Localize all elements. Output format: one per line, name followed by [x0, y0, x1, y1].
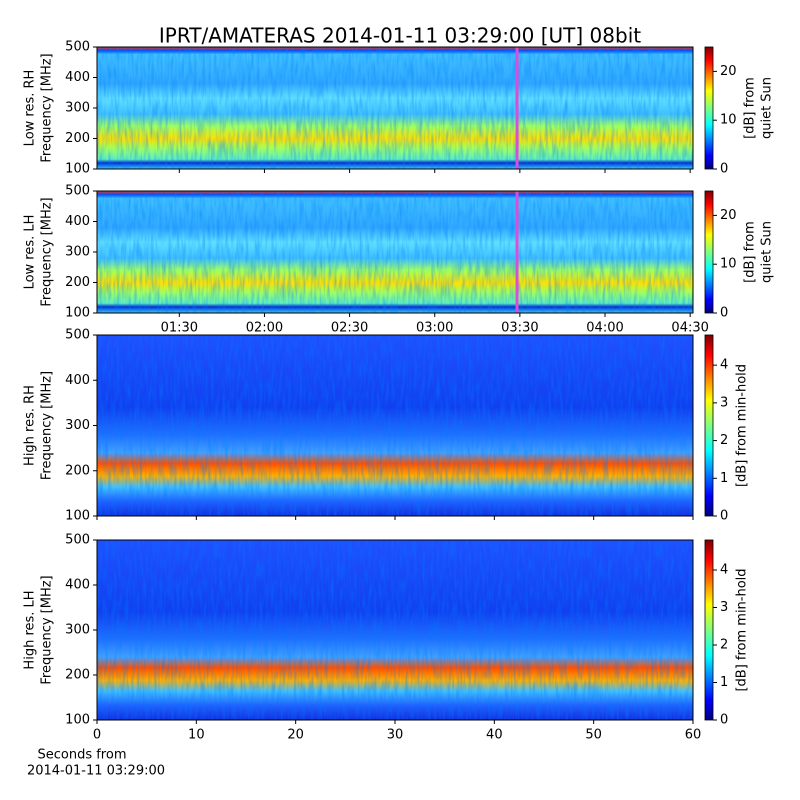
y-axis-label: Low res. LH — [23, 215, 38, 290]
x-tick-label: 30 — [387, 728, 404, 743]
colorbar-tick-label: 0 — [720, 162, 728, 177]
x-axis-label: Seconds from — [37, 748, 126, 763]
x-tick-label: 20 — [287, 728, 304, 743]
colorbar-tick-label: 2 — [720, 433, 728, 448]
y-tick-label: 200 — [65, 275, 90, 290]
x-tick-label: 0 — [93, 728, 101, 743]
colorbar-tick-label: 3 — [720, 600, 728, 615]
colorbar-tick-label: 3 — [720, 395, 728, 410]
y-tick-label: 400 — [65, 70, 90, 85]
colorbar-label: [dB] from — [743, 77, 758, 139]
x-tick-label: 03:30 — [501, 321, 538, 336]
colorbar-label: quiet Sun — [760, 77, 775, 139]
colorbar-tick-label: 10 — [720, 257, 737, 272]
colorbar-tick-label: 0 — [720, 306, 728, 321]
colorbar-tick-label: 2 — [720, 638, 728, 653]
colorbar-tick-label: 20 — [720, 208, 737, 223]
colorbar-label: [dB] from min-hold — [735, 568, 750, 691]
y-tick-label: 500 — [65, 533, 90, 548]
x-tick-label: 01:30 — [161, 321, 198, 336]
y-tick-label: 500 — [65, 328, 90, 343]
colorbar-tick-label: 4 — [720, 358, 728, 373]
y-tick-label: 100 — [65, 306, 90, 321]
figure-title: IPRT/AMATERAS 2014-01-11 03:29:00 [UT] 0… — [159, 24, 641, 48]
colorbar-label: [dB] from min-hold — [735, 364, 750, 487]
y-tick-label: 300 — [65, 101, 90, 116]
colorbar-tick-label: 10 — [720, 113, 737, 128]
x-tick-label: 60 — [685, 728, 702, 743]
x-tick-label: 50 — [585, 728, 602, 743]
y-axis-label: Frequency [MHz] — [40, 53, 55, 162]
colorbar — [704, 190, 714, 314]
y-tick-label: 500 — [65, 184, 90, 199]
y-tick-label: 300 — [65, 245, 90, 260]
colorbar — [704, 334, 714, 517]
spectrogram-texture — [97, 47, 693, 169]
x-tick-label: 04:00 — [586, 321, 623, 336]
colorbar-label: quiet Sun — [760, 221, 775, 283]
x-tick-label: 40 — [486, 728, 503, 743]
x-tick-label: 03:00 — [416, 321, 453, 336]
x-tick-label: 02:00 — [246, 321, 283, 336]
colorbar — [704, 46, 714, 170]
colorbar-tick-label: 1 — [720, 471, 728, 486]
y-tick-label: 200 — [65, 131, 90, 146]
y-axis-label: Frequency [MHz] — [40, 575, 55, 684]
colorbar-tick-label: 0 — [720, 509, 728, 524]
y-tick-label: 200 — [65, 668, 90, 683]
spectrogram-texture — [97, 540, 693, 720]
colorbar-tick-label: 4 — [720, 563, 728, 578]
spectrogram-texture — [97, 335, 693, 516]
y-axis-label: High res. LH — [23, 590, 38, 669]
colorbar-label: [dB] from — [743, 221, 758, 283]
x-tick-label: 02:30 — [331, 321, 368, 336]
x-tick-label: 10 — [188, 728, 205, 743]
x-tick-label: 04:30 — [671, 321, 708, 336]
y-tick-label: 400 — [65, 578, 90, 593]
colorbar-tick-label: 0 — [720, 713, 728, 728]
y-axis-label: Frequency [MHz] — [40, 371, 55, 480]
y-tick-label: 300 — [65, 623, 90, 638]
y-tick-label: 100 — [65, 162, 90, 177]
colorbar-tick-label: 1 — [720, 675, 728, 690]
y-tick-label: 500 — [65, 40, 90, 55]
y-tick-label: 300 — [65, 418, 90, 433]
y-axis-label: High res. RH — [23, 385, 38, 466]
x-axis-label: 2014-01-11 03:29:00 — [27, 764, 165, 779]
y-tick-label: 400 — [65, 214, 90, 229]
colorbar — [704, 539, 714, 721]
spectrogram-texture — [97, 191, 693, 313]
y-tick-label: 400 — [65, 373, 90, 388]
y-axis-label: Frequency [MHz] — [40, 197, 55, 306]
y-tick-label: 100 — [65, 509, 90, 524]
colorbar-tick-label: 20 — [720, 64, 737, 79]
y-axis-label: Low res. RH — [23, 70, 38, 147]
y-tick-label: 100 — [65, 713, 90, 728]
y-tick-label: 200 — [65, 463, 90, 478]
